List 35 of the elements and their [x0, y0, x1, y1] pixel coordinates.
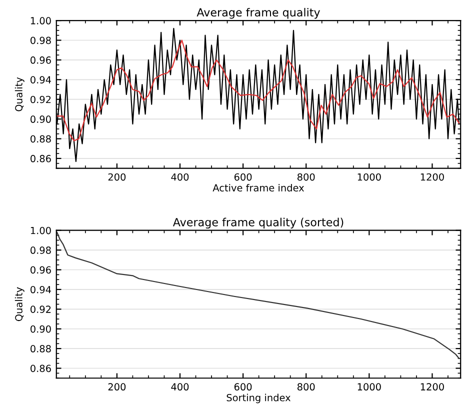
x-tick-label: 1200 [420, 173, 444, 181]
line-series [56, 40, 460, 142]
x-tick-label: 800 [297, 383, 315, 391]
x-tick-label: 600 [234, 383, 252, 391]
x-tick-label: 1000 [358, 173, 381, 181]
y-tick-label: 0.86 [30, 154, 51, 162]
x-tick-label: 400 [171, 383, 189, 391]
y-axis-title: Quality [14, 287, 24, 322]
x-tick-label: 800 [297, 173, 315, 181]
x-tick-label: 1000 [358, 383, 381, 391]
y-tick-label: 0.94 [30, 76, 51, 84]
y-tick-label: 1.00 [30, 226, 51, 234]
x-tick-label: 1200 [420, 383, 444, 391]
y-tick-label: 0.96 [30, 266, 51, 274]
x-axis-title: Sorting index [226, 394, 291, 404]
x-tick-label: 400 [171, 173, 189, 181]
x-tick-label: 200 [108, 173, 126, 181]
y-tick-label: 0.92 [30, 96, 51, 104]
y-tick-label: 1.00 [30, 17, 51, 24]
y-tick-label: 0.88 [30, 135, 51, 143]
y-tick-label: 0.98 [30, 246, 51, 254]
y-tick-label: 0.92 [30, 306, 51, 313]
x-tick-label: 200 [108, 383, 126, 391]
y-tick-label: 0.88 [30, 345, 51, 352]
y-tick-label: 0.86 [30, 364, 51, 372]
chart-title: Average frame quality [196, 8, 320, 19]
y-tick-label: 0.90 [30, 325, 51, 333]
y-tick-label: 0.94 [30, 286, 51, 294]
x-axis-title: Active frame index [212, 184, 304, 192]
y-axis-title: Quality [14, 77, 24, 112]
y-tick-label: 0.98 [30, 36, 51, 44]
y-tick-label: 0.90 [30, 116, 51, 123]
y-tick-label: 0.96 [30, 56, 51, 64]
x-tick-label: 600 [234, 173, 252, 181]
chart-title: Average frame quality (sorted) [172, 218, 344, 229]
